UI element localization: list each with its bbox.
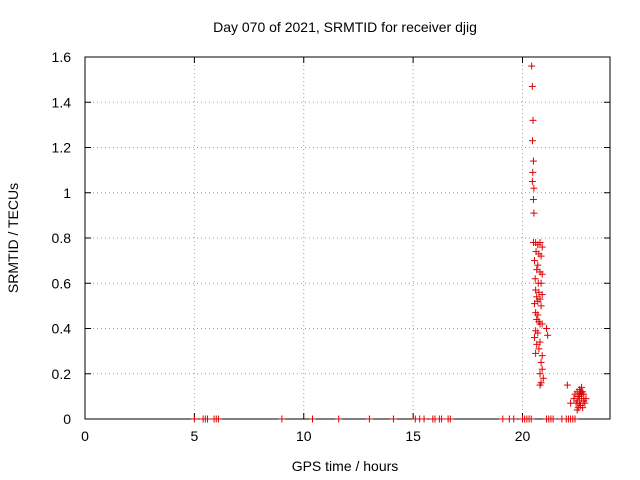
data-point	[578, 383, 586, 391]
data-point	[438, 415, 446, 423]
data-point	[529, 137, 537, 145]
data-point	[571, 415, 579, 423]
x-tick-label: 20	[515, 428, 531, 444]
data-point	[538, 352, 546, 360]
data-point	[527, 415, 535, 423]
data-point	[531, 257, 539, 265]
data-point	[510, 415, 518, 423]
data-point	[534, 329, 542, 337]
data-point	[530, 209, 538, 217]
data-point	[533, 340, 541, 348]
data-point	[538, 243, 546, 251]
data-point	[537, 358, 545, 366]
data-point	[581, 399, 589, 407]
data-points	[190, 62, 590, 423]
data-point	[549, 415, 557, 423]
data-point	[538, 291, 546, 299]
data-point	[544, 331, 552, 339]
axis-ticks: 0 5 10 15 20 0 0.2 0.4 0.6 0.8 1 1.2 1.4 1.6	[52, 49, 610, 444]
data-point	[537, 279, 545, 287]
x-tick-label: 15	[405, 428, 421, 444]
data-point	[563, 381, 571, 389]
data-point	[536, 370, 544, 378]
data-point	[309, 415, 316, 423]
x-axis-label: GPS time / hours	[292, 458, 399, 474]
data-point	[529, 168, 537, 176]
data-point	[389, 415, 397, 423]
y-axis-label: SRMTID / TECUs	[5, 183, 21, 293]
data-point	[529, 157, 537, 165]
y-tick-label: 1.6	[52, 49, 72, 65]
data-point	[214, 415, 222, 423]
data-point	[582, 395, 590, 403]
data-point	[528, 82, 536, 90]
data-point	[335, 415, 343, 423]
data-point	[531, 275, 539, 283]
data-point	[539, 374, 547, 382]
data-point	[538, 320, 546, 328]
data-point	[420, 415, 428, 423]
data-point	[528, 62, 536, 70]
y-tick-label: 1.4	[52, 94, 72, 110]
data-point	[534, 311, 542, 319]
y-tick-label: 1	[63, 185, 71, 201]
y-tick-label: 0	[63, 411, 71, 427]
data-point	[535, 345, 543, 353]
data-point	[538, 365, 546, 373]
data-point	[529, 116, 537, 124]
data-point	[528, 177, 536, 185]
data-point	[537, 252, 545, 260]
data-point	[204, 415, 211, 423]
data-point	[534, 261, 542, 269]
data-point	[531, 300, 539, 308]
data-point	[190, 415, 198, 423]
data-point	[578, 390, 586, 398]
data-point	[446, 415, 454, 423]
y-tick-label: 1.2	[52, 140, 72, 156]
y-tick-label: 0.2	[52, 366, 72, 382]
data-point	[579, 404, 587, 412]
x-tick-label: 10	[296, 428, 312, 444]
data-point	[499, 415, 507, 423]
data-point	[538, 270, 546, 278]
chart-title: Day 070 of 2021, SRMTID for receiver dji…	[213, 19, 477, 35]
x-tick-label: 0	[81, 428, 89, 444]
data-point	[365, 415, 373, 423]
grid	[85, 57, 610, 419]
y-tick-label: 0.4	[52, 321, 72, 337]
data-point	[532, 349, 540, 357]
data-point	[529, 196, 537, 204]
data-point	[536, 239, 544, 247]
data-point	[537, 302, 545, 310]
y-tick-label: 0.8	[52, 230, 72, 246]
data-point	[573, 406, 581, 414]
plot-frame	[84, 56, 611, 420]
data-point	[543, 325, 551, 332]
x-tick-label: 5	[190, 428, 198, 444]
y-tick-label: 0.6	[52, 275, 72, 291]
data-point	[278, 415, 286, 423]
data-point	[530, 184, 538, 192]
data-point	[572, 399, 580, 407]
data-point	[536, 381, 544, 389]
data-point	[531, 334, 539, 342]
